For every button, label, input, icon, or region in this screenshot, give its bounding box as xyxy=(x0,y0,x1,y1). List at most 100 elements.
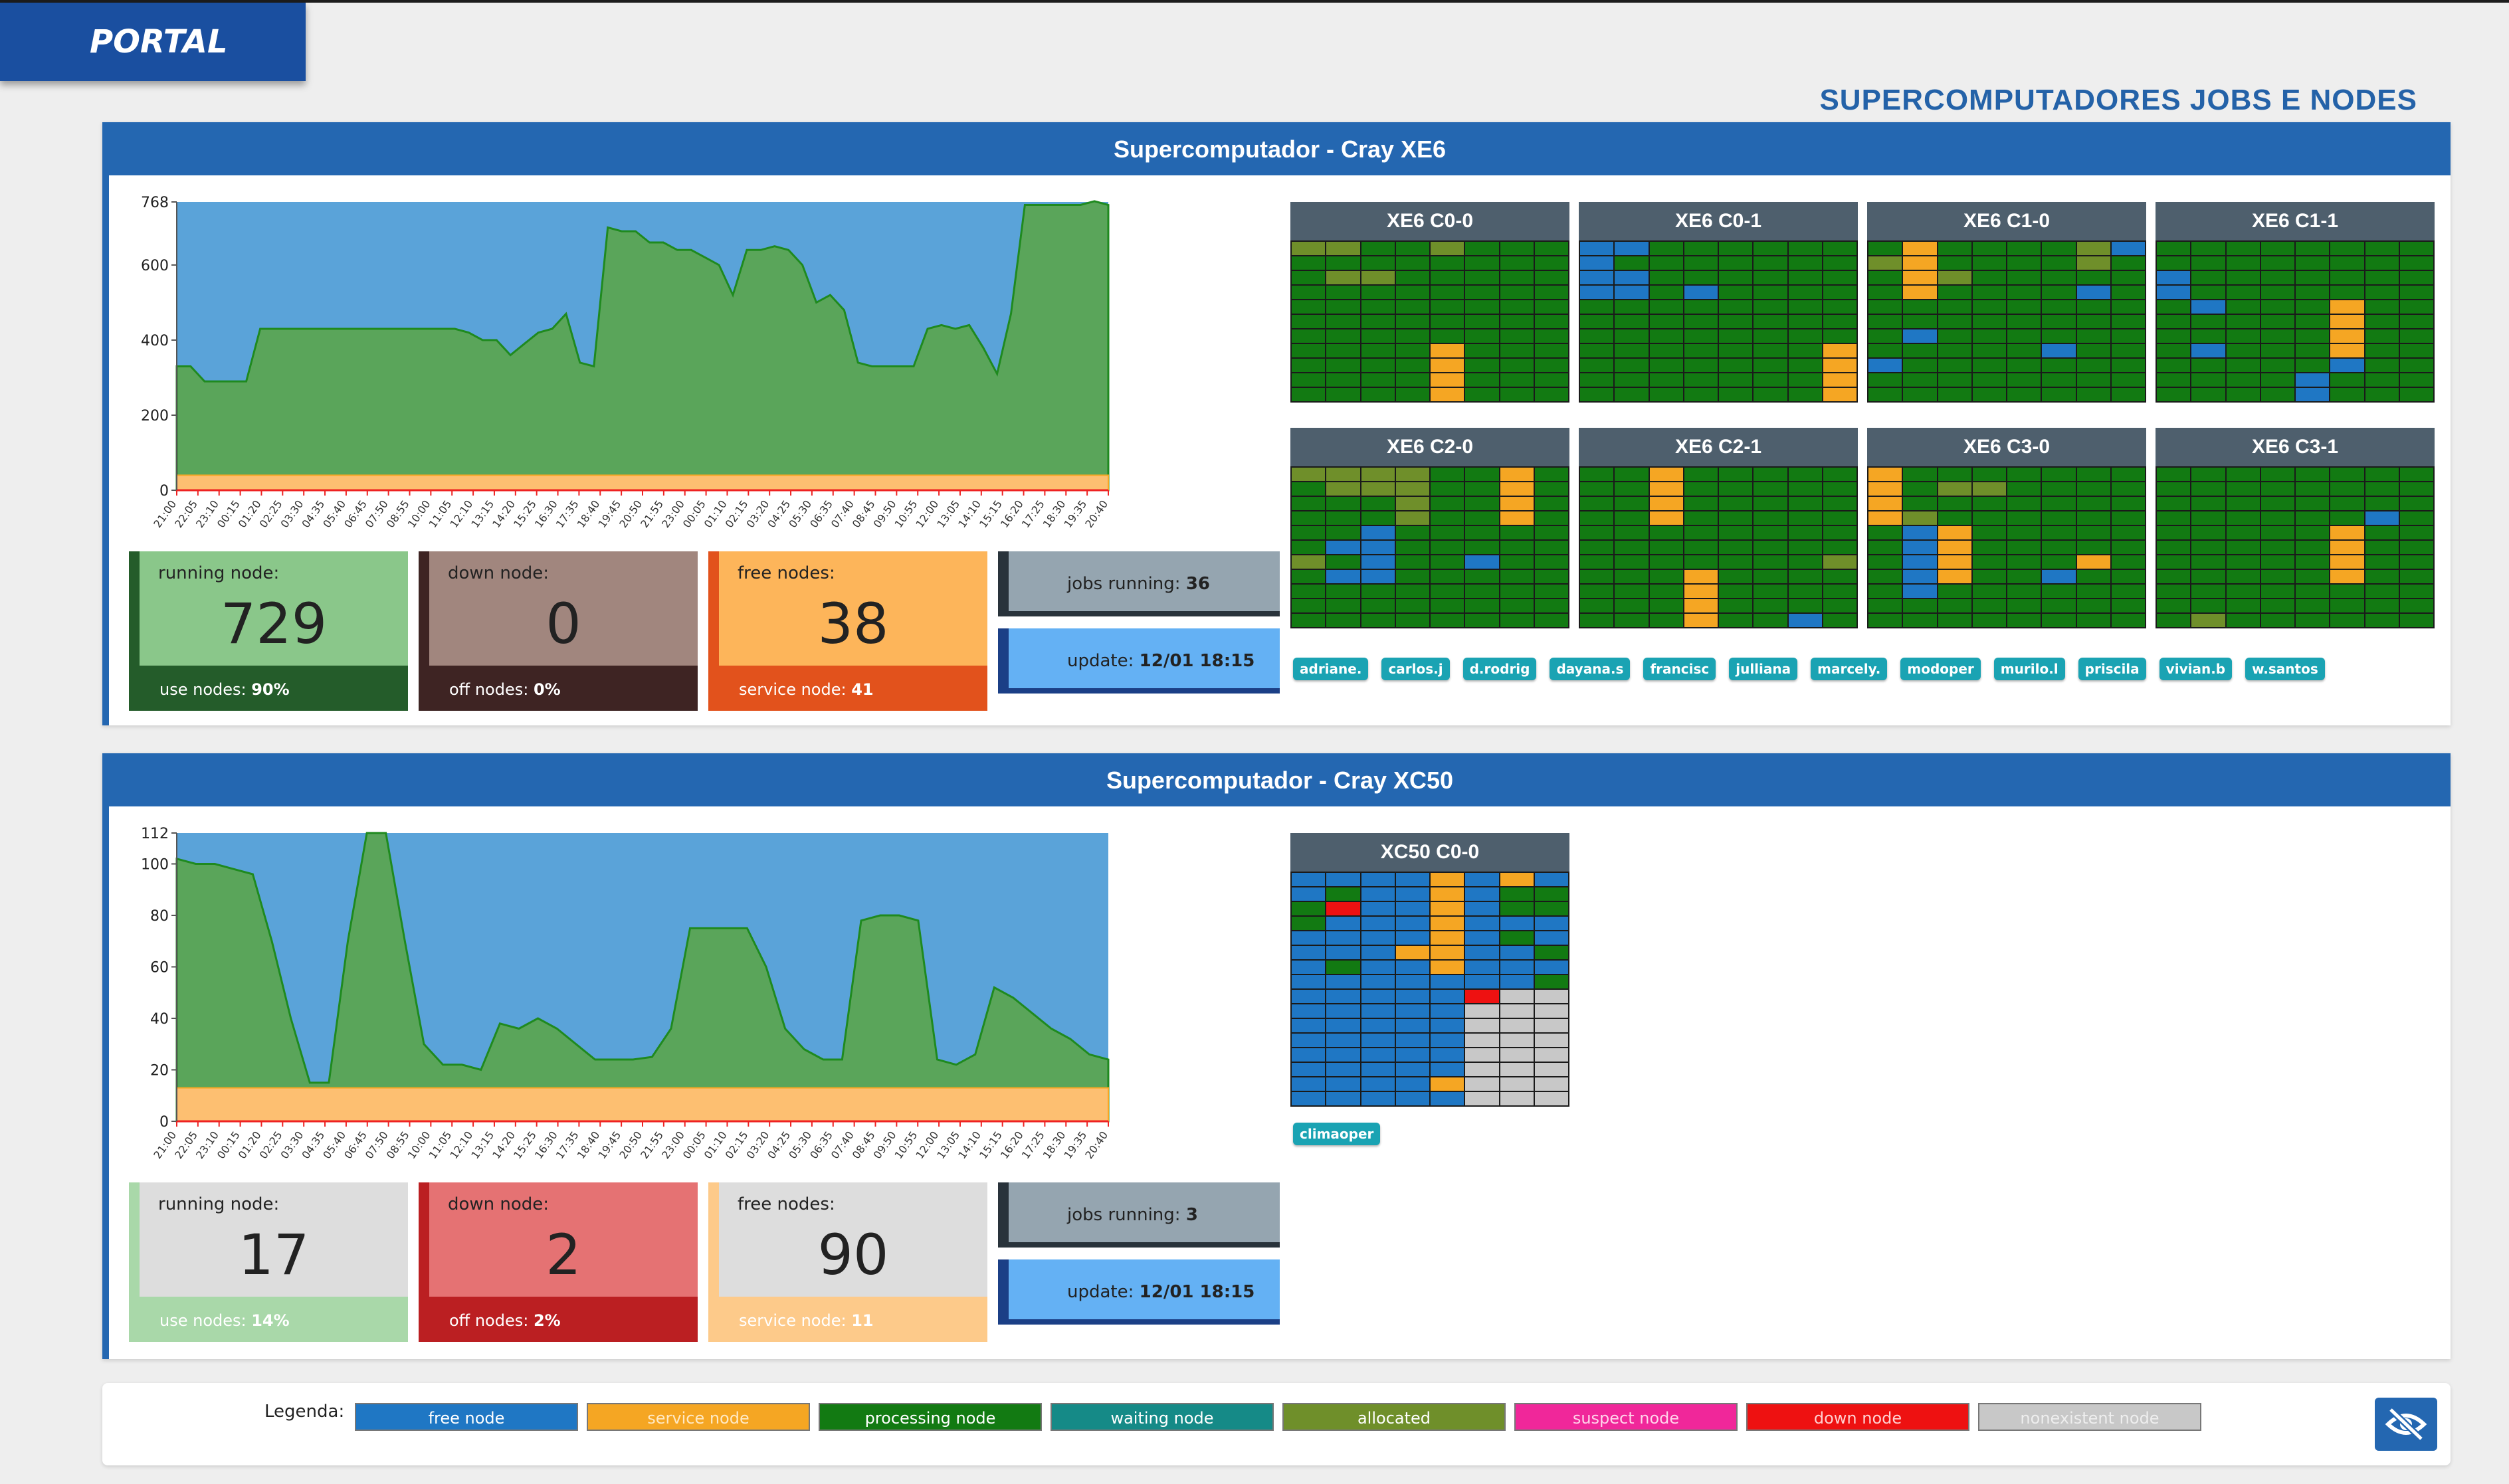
user-badges: climaoper xyxy=(1293,1123,1381,1145)
node-cell xyxy=(1395,541,1429,554)
node-cell xyxy=(1788,286,1822,299)
node-cell xyxy=(1465,599,1499,612)
node-cell xyxy=(1431,1092,1464,1105)
node-cell xyxy=(2399,373,2433,387)
node-cell xyxy=(1431,482,1464,496)
node-cell xyxy=(2365,468,2399,481)
node-cell xyxy=(1395,1092,1429,1105)
node-cell xyxy=(1361,555,1395,569)
node-cell xyxy=(2365,599,2399,612)
node-cell xyxy=(2399,585,2433,598)
node-cell xyxy=(1500,271,1534,284)
node-cell xyxy=(1361,946,1395,959)
node-cell xyxy=(1500,917,1534,930)
update-value: 12/01 18:15 xyxy=(1139,651,1255,671)
node-cell xyxy=(2330,271,2364,284)
node-cell xyxy=(1788,344,1822,357)
node-cell xyxy=(2157,570,2191,583)
node-cell xyxy=(1361,614,1395,627)
user-badge[interactable]: marcely. xyxy=(1811,658,1888,680)
hide-toggle-button[interactable] xyxy=(2375,1398,2437,1451)
y-tick-label: 112 xyxy=(141,826,169,842)
node-cell xyxy=(1326,585,1360,598)
node-cell xyxy=(1395,242,1429,255)
node-cell xyxy=(1534,541,1568,554)
user-badge[interactable]: dayana.s xyxy=(1550,658,1631,680)
node-cell xyxy=(1534,256,1568,270)
user-badges: adriane. carlos.j d.rodrig dayana.s francisc… xyxy=(1293,658,2325,680)
node-cell xyxy=(1972,373,2006,387)
node-cell xyxy=(1754,541,1787,554)
node-cell xyxy=(1615,614,1649,627)
node-cell xyxy=(1465,990,1499,1003)
node-cell xyxy=(1684,242,1718,255)
node-cell xyxy=(1788,256,1822,270)
node-cell xyxy=(1649,570,1683,583)
node-cell xyxy=(1431,541,1464,554)
user-badge[interactable]: murilo.l xyxy=(1993,658,2065,680)
user-badge[interactable]: carlos.j xyxy=(1381,658,1450,680)
service-node-value: 11 xyxy=(851,1311,874,1330)
node-cell xyxy=(1500,511,1534,525)
node-cell xyxy=(2330,497,2364,510)
user-badge[interactable]: priscila xyxy=(2078,658,2146,680)
legend-item: suspect node xyxy=(1514,1403,1738,1431)
node-cell xyxy=(2157,511,2191,525)
node-cell xyxy=(1719,359,1753,372)
node-cell xyxy=(1326,482,1360,496)
node-cell xyxy=(1615,373,1649,387)
user-badge[interactable]: climaoper xyxy=(1293,1123,1381,1145)
node-cell xyxy=(1465,344,1499,357)
node-cell xyxy=(1903,482,1937,496)
node-cell xyxy=(1903,329,1937,343)
legend-item: processing node xyxy=(819,1403,1042,1431)
node-cell xyxy=(2365,359,2399,372)
node-cell xyxy=(2157,329,2191,343)
node-cell xyxy=(1580,388,1614,401)
portal-logo[interactable]: PORTAL xyxy=(0,3,306,81)
node-cell xyxy=(1649,555,1683,569)
user-badge[interactable]: modoper xyxy=(1900,658,1981,680)
user-badge[interactable]: adriane. xyxy=(1293,658,1369,680)
node-cell xyxy=(2330,300,2364,314)
node-cell xyxy=(1754,468,1787,481)
node-cell xyxy=(1361,585,1395,598)
node-cell xyxy=(1395,946,1429,959)
user-badge[interactable]: d.rodrig xyxy=(1462,658,1537,680)
node-cell xyxy=(1615,300,1649,314)
node-cell xyxy=(2330,256,2364,270)
node-cell xyxy=(1615,256,1649,270)
node-cell xyxy=(1754,585,1787,598)
node-cell xyxy=(1500,961,1534,974)
node-cell xyxy=(2226,511,2260,525)
node-cell xyxy=(1395,873,1429,886)
node-cell xyxy=(2399,468,2433,481)
node-cell xyxy=(1326,975,1360,988)
node-cell xyxy=(1395,329,1429,343)
user-badge[interactable]: julliana xyxy=(1729,658,1798,680)
node-cell xyxy=(1754,242,1787,255)
node-cell xyxy=(1465,961,1499,974)
node-cell xyxy=(1465,526,1499,539)
node-cell xyxy=(2226,599,2260,612)
user-badge[interactable]: vivian.b xyxy=(2159,658,2233,680)
user-badge[interactable]: w.santos xyxy=(2245,658,2325,680)
node-cell xyxy=(1684,359,1718,372)
node-cell xyxy=(1903,555,1937,569)
node-cell xyxy=(1465,497,1499,510)
node-cell xyxy=(2330,373,2364,387)
node-cell xyxy=(1361,242,1395,255)
node-cell xyxy=(2191,373,2225,387)
node-cell xyxy=(1823,242,1857,255)
node-cell xyxy=(1395,1004,1429,1018)
user-badge[interactable]: francisc xyxy=(1643,658,1716,680)
node-cell xyxy=(1326,256,1360,270)
node-cell xyxy=(1361,388,1395,401)
node-cell xyxy=(1361,344,1395,357)
node-cell xyxy=(2296,526,2330,539)
node-cell xyxy=(1580,599,1614,612)
node-cell xyxy=(1719,242,1753,255)
node-cell xyxy=(2111,511,2145,525)
node-cell xyxy=(1326,990,1360,1003)
node-cell xyxy=(1903,526,1937,539)
